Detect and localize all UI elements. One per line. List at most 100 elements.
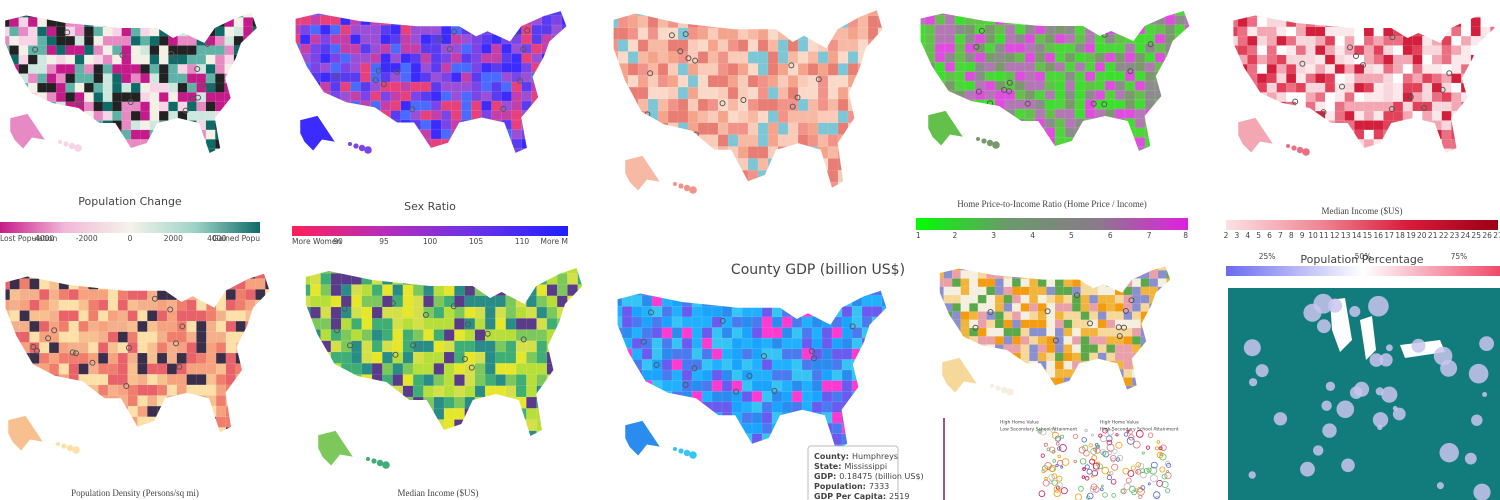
county <box>440 100 452 111</box>
county <box>252 110 257 121</box>
county <box>1011 369 1022 379</box>
county <box>102 148 113 153</box>
county <box>984 80 996 91</box>
county <box>881 337 887 350</box>
county <box>546 340 558 353</box>
county <box>811 316 823 328</box>
county <box>561 43 567 54</box>
county <box>960 352 970 362</box>
city-marker <box>127 99 134 105</box>
county <box>88 427 99 433</box>
county <box>1080 352 1090 362</box>
county <box>1247 101 1258 112</box>
county <box>233 110 244 121</box>
county <box>667 51 679 64</box>
county <box>1324 110 1336 121</box>
county <box>1157 319 1167 329</box>
county <box>994 24 1006 35</box>
county <box>777 181 789 188</box>
county <box>65 64 76 75</box>
county <box>1441 129 1452 140</box>
county <box>1124 24 1136 35</box>
county <box>637 10 649 17</box>
county <box>196 273 207 280</box>
county <box>215 35 226 46</box>
scatter-point <box>1110 478 1117 485</box>
county <box>233 26 244 37</box>
county <box>1363 35 1375 46</box>
county <box>330 15 341 26</box>
county <box>121 82 132 93</box>
county <box>1441 139 1452 150</box>
county <box>205 101 216 112</box>
county <box>934 24 946 35</box>
county <box>511 15 523 26</box>
county <box>1174 90 1186 101</box>
county <box>474 273 486 286</box>
county <box>964 62 976 73</box>
county <box>1011 344 1022 354</box>
scatter-point <box>1161 473 1168 480</box>
county <box>320 268 332 274</box>
county <box>430 34 442 45</box>
county <box>117 289 129 301</box>
county <box>9 101 20 112</box>
county <box>360 91 372 102</box>
county <box>681 306 693 318</box>
county <box>777 98 789 112</box>
county <box>305 419 311 432</box>
county <box>474 306 486 319</box>
county <box>433 284 445 297</box>
county <box>881 295 887 307</box>
county <box>215 395 227 407</box>
county <box>687 134 699 147</box>
county <box>1123 336 1133 346</box>
county <box>551 110 563 121</box>
county <box>1334 54 1346 65</box>
county <box>969 286 979 296</box>
county <box>861 369 873 382</box>
county <box>1233 148 1239 153</box>
county <box>392 284 404 297</box>
county <box>215 148 226 153</box>
county <box>1490 26 1495 37</box>
county <box>1164 108 1176 119</box>
county <box>147 310 158 322</box>
county <box>265 273 270 280</box>
county <box>661 369 673 382</box>
county <box>1412 26 1423 37</box>
county <box>731 348 743 360</box>
county <box>474 363 486 376</box>
county <box>392 306 404 319</box>
county <box>546 268 558 274</box>
county <box>1166 327 1171 337</box>
city-marker <box>436 36 443 43</box>
county <box>370 53 382 64</box>
county <box>1097 336 1107 346</box>
county <box>1140 352 1150 362</box>
county <box>225 395 237 407</box>
county <box>360 43 372 54</box>
county <box>1422 64 1433 75</box>
county <box>1422 139 1433 150</box>
county <box>747 63 759 76</box>
scatter-point <box>1051 473 1058 480</box>
county <box>777 27 789 41</box>
county <box>245 363 256 375</box>
county <box>27 148 38 153</box>
county <box>1063 327 1073 337</box>
county <box>1256 45 1268 56</box>
county <box>1114 270 1125 280</box>
colorbar-label: More Women <box>292 237 341 246</box>
county <box>1114 352 1125 362</box>
county <box>299 34 311 45</box>
urban-blob <box>1379 353 1393 367</box>
hawaii <box>976 137 980 141</box>
county <box>1315 64 1326 75</box>
county-cells <box>1233 13 1495 153</box>
county <box>1114 369 1125 379</box>
county <box>771 327 783 339</box>
county <box>149 35 160 46</box>
county <box>370 100 382 111</box>
city-marker <box>73 350 79 357</box>
